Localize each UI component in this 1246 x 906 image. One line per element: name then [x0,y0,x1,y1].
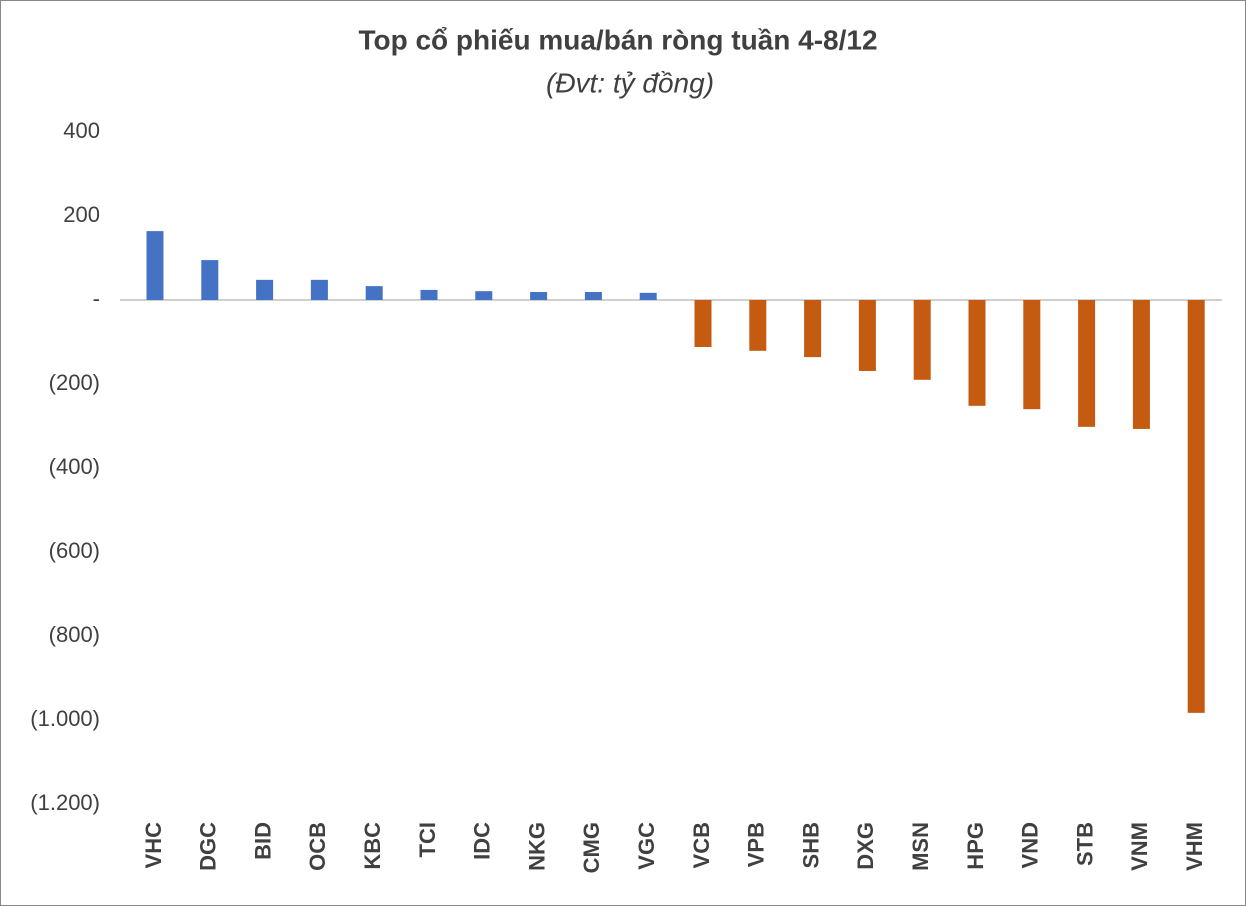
bar [1132,300,1150,429]
bar [913,300,931,380]
x-tick-label: MSN [908,822,933,871]
x-tick-label: DXG [853,822,878,870]
y-tick-label: (600) [49,538,100,563]
y-tick-label: 400 [63,118,100,143]
bar [858,300,876,371]
x-tick-label: TCI [415,822,440,857]
y-tick-label: (1.200) [30,790,100,815]
bar [310,279,328,300]
x-tick-label: VPB [744,822,769,867]
x-tick-label: OCB [305,822,330,871]
x-tick-label: DGC [196,822,221,871]
x-tick-label: KBC [360,822,385,870]
bar [146,231,164,300]
x-tick-label: SHB [798,822,823,868]
x-tick-label: IDC [470,822,495,860]
bar [694,300,712,348]
bar [475,291,493,300]
x-tick-label: VND [1018,822,1043,868]
bar [420,289,438,300]
x-tick-label: VHM [1182,822,1207,871]
x-tick-label: HPG [963,822,988,870]
bar [365,286,383,300]
bar [639,292,657,300]
x-tick-label: CMG [579,822,604,873]
y-tick-label: (400) [49,454,100,479]
bar [749,300,767,351]
x-tick-label: VHC [141,822,166,869]
x-tick-label: NKG [524,822,549,871]
bar [804,300,822,358]
bar [256,279,274,300]
bar [1078,300,1096,427]
bar [1023,300,1041,410]
bar [968,300,986,406]
y-tick-label: - [93,286,100,311]
x-tick-label: VCB [689,822,714,868]
bar [530,292,548,300]
x-tick-label: VGC [634,822,659,870]
chart-title: Top cổ phiếu mua/bán ròng tuần 4-8/12 [358,24,877,55]
y-tick-label: 200 [63,202,100,227]
x-tick-label: BID [250,822,275,860]
y-tick-label: (200) [49,370,100,395]
y-tick-label: (800) [49,622,100,647]
bar [1187,300,1205,713]
x-tick-label: VNM [1127,822,1152,871]
y-tick-label: (1.000) [30,706,100,731]
x-tick-label: STB [1072,822,1097,866]
bar [584,292,602,300]
chart-subtitle: (Đvt: tỷ đồng) [546,67,714,98]
bar [201,260,219,300]
